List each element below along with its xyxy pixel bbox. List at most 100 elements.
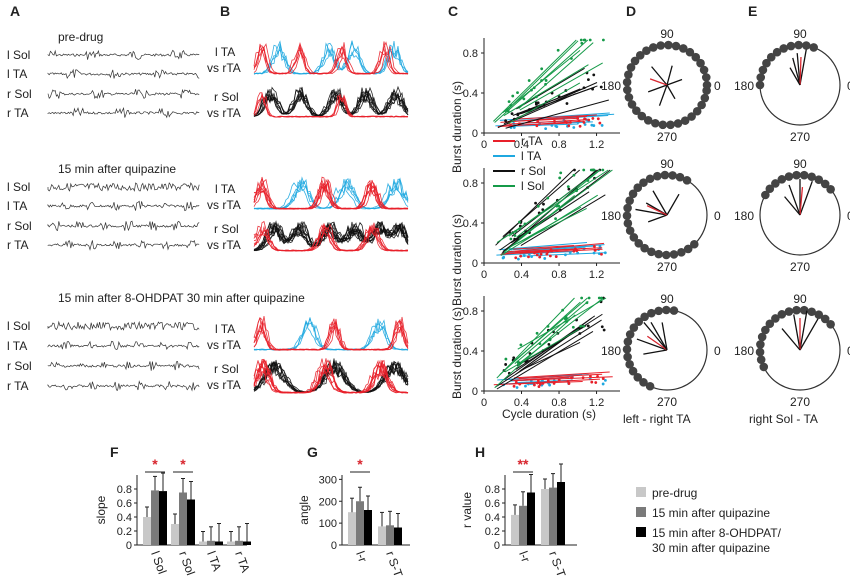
phase-dot [658, 120, 668, 130]
panel-e-caption: right Sol - TA [749, 412, 818, 426]
polar-tick-label: 270 [657, 395, 677, 409]
ytick-label: 0.2 [485, 526, 500, 538]
scatter-point [544, 127, 548, 131]
regression-line [518, 252, 605, 257]
scatter-point [538, 342, 542, 346]
scatter-point [567, 382, 571, 385]
polar-tick-label: 90 [660, 27, 674, 41]
c-legend-label: r TA [521, 134, 543, 148]
ytick-label: 0.4 [117, 512, 132, 524]
ytick-label: 0 [126, 540, 132, 552]
scatter-point [600, 325, 604, 329]
scatter-point [561, 308, 565, 312]
panel-letter-c: C [448, 3, 458, 19]
phase-vector [781, 328, 801, 351]
phase-dot [792, 305, 801, 315]
panel-b-label: r Sol [214, 222, 239, 236]
phase-dot [623, 337, 633, 346]
scatter-point [598, 244, 602, 248]
phase-dot [625, 360, 634, 369]
scatter-point [536, 101, 540, 105]
scatter-point [601, 38, 605, 42]
c-xtick-label: 0 [481, 139, 487, 151]
bar [549, 487, 557, 545]
scatter-point [587, 296, 591, 300]
phase-vector [788, 184, 801, 216]
scatter-point [573, 168, 576, 172]
scatter-point [596, 117, 600, 121]
regression-line [506, 242, 605, 253]
phase-dot [682, 176, 692, 185]
scatter-point [582, 324, 586, 328]
panel-b-label: vs rTA [207, 378, 241, 392]
scatter-point [554, 255, 558, 258]
phase-vector [792, 57, 801, 86]
scatter-point [523, 222, 527, 226]
channel-label: r Sol [7, 359, 32, 373]
phase-dot [826, 319, 835, 329]
regression-line [493, 378, 600, 386]
phase-vector [652, 190, 668, 216]
category-label: r S-T [383, 549, 406, 578]
category-label: l TA [204, 549, 224, 573]
polar-tick-label: 0 [847, 344, 850, 358]
scatter-point [530, 255, 534, 259]
scatter-point [514, 229, 518, 233]
phase-dot [807, 307, 816, 317]
scatter-point [592, 73, 596, 77]
c-xtick-label: 0 [481, 269, 487, 281]
polar-tick-label: 270 [657, 130, 677, 144]
significance-star: * [357, 456, 363, 472]
scatter-point [541, 381, 545, 385]
scatter-point [583, 123, 587, 126]
scatter-point [597, 252, 601, 256]
phase-dot [673, 119, 683, 128]
bar-chart-h: 0 0.2 0.4 0.6 0.8 r value l-r r S-T ** [460, 456, 577, 578]
bar [179, 492, 187, 545]
scatter-point [564, 253, 567, 257]
phase-vector [647, 84, 668, 93]
polar-tick-label: 270 [790, 260, 810, 274]
scatter-point [518, 227, 522, 231]
envelope-trace [253, 358, 409, 394]
phase-dot [654, 249, 663, 259]
scatter-point [586, 324, 590, 328]
phase-vector [651, 66, 668, 86]
scatter-point [603, 251, 607, 255]
bar [207, 540, 215, 545]
scatter-point [591, 117, 595, 120]
phase-dot [680, 116, 690, 125]
scatter-plot: 0 0.4 0.8 0 0.4 0.8 1.2 [463, 168, 620, 281]
scatter-point [576, 116, 580, 120]
phase-dot [799, 305, 809, 315]
phase-dot [625, 226, 635, 235]
scatter-point [502, 255, 506, 259]
polar-tick-label: 0 [714, 344, 721, 358]
scatter-point [593, 248, 597, 252]
c-xtick-label: 1.2 [589, 139, 604, 151]
panel-b-label: l TA [215, 45, 235, 59]
category-label: r S-T [546, 549, 569, 578]
scatter-point [553, 119, 556, 123]
regression-line [517, 297, 607, 350]
phase-dot [632, 106, 641, 116]
phase-dot [622, 211, 632, 220]
regression-line [517, 297, 604, 366]
phase-vector [666, 193, 680, 216]
phase-dot [637, 111, 647, 121]
phase-dot [633, 372, 643, 382]
scatter-point [589, 168, 593, 172]
panel-letter-h: H [475, 444, 485, 460]
regression-line [516, 169, 601, 238]
scatter-point [546, 379, 550, 383]
phase-dot [634, 238, 644, 248]
polar-tick-label: 0 [847, 79, 850, 93]
scatter-point [542, 103, 546, 107]
scatter-point [535, 331, 539, 335]
bar [364, 510, 372, 545]
polar-plot: 90 180 0 270 [601, 292, 721, 409]
ytick-label: 0.8 [117, 484, 132, 496]
scatter-point [587, 118, 591, 122]
phase-dot [625, 196, 634, 205]
phase-dot [809, 43, 818, 52]
